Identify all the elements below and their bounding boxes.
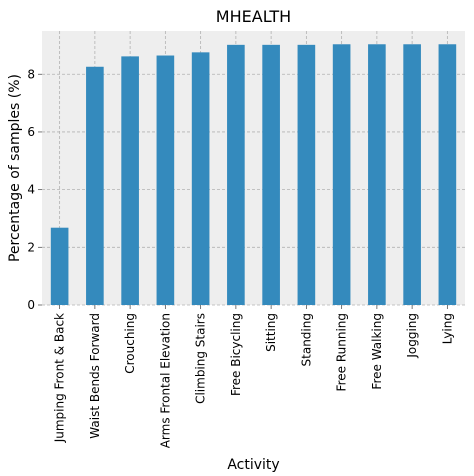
bar bbox=[156, 55, 175, 305]
bar bbox=[50, 227, 69, 305]
bar bbox=[332, 44, 351, 306]
bar bbox=[297, 44, 316, 306]
x-tick-label: Free Walking bbox=[370, 313, 384, 390]
bar bbox=[121, 56, 139, 305]
x-tick-label: Free Running bbox=[335, 313, 349, 391]
bar bbox=[86, 66, 104, 305]
x-tick-label: Jogging bbox=[405, 313, 419, 359]
x-tick-label: Crouching bbox=[123, 313, 137, 374]
bar bbox=[403, 44, 421, 306]
y-axis-label: Percentage of samples (%) bbox=[7, 74, 23, 262]
bar bbox=[438, 44, 457, 306]
x-tick-label: Sitting bbox=[264, 313, 278, 352]
y-tick-label: 6 bbox=[27, 125, 35, 139]
bar bbox=[368, 44, 386, 306]
x-tick-label: Arms Frontal Elevation bbox=[158, 313, 172, 448]
bars bbox=[50, 44, 457, 306]
x-tick-label: Standing bbox=[299, 313, 313, 366]
x-axis-ticks: Jumping Front & Back Waist Bends Forward C… bbox=[53, 305, 454, 448]
bar bbox=[227, 44, 245, 306]
x-tick-label: Lying bbox=[440, 313, 454, 344]
y-tick-label: 0 bbox=[27, 298, 35, 312]
bar bbox=[262, 44, 280, 306]
y-tick-label: 4 bbox=[27, 183, 35, 197]
y-tick-label: 2 bbox=[27, 240, 35, 254]
y-tick-label: 8 bbox=[27, 67, 35, 81]
x-axis-label: Activity bbox=[227, 457, 279, 473]
y-axis-ticks: 0 2 4 6 8 bbox=[27, 67, 42, 312]
plot-area bbox=[42, 31, 465, 305]
x-tick-label: Waist Bends Forward bbox=[88, 313, 102, 439]
x-tick-label: Free Bicycling bbox=[229, 313, 243, 396]
chart-title: MHEALTH bbox=[216, 7, 291, 26]
x-tick-label: Climbing Stairs bbox=[194, 313, 208, 404]
x-tick-label: Jumping Front & Back bbox=[53, 313, 67, 443]
bar bbox=[191, 52, 210, 306]
